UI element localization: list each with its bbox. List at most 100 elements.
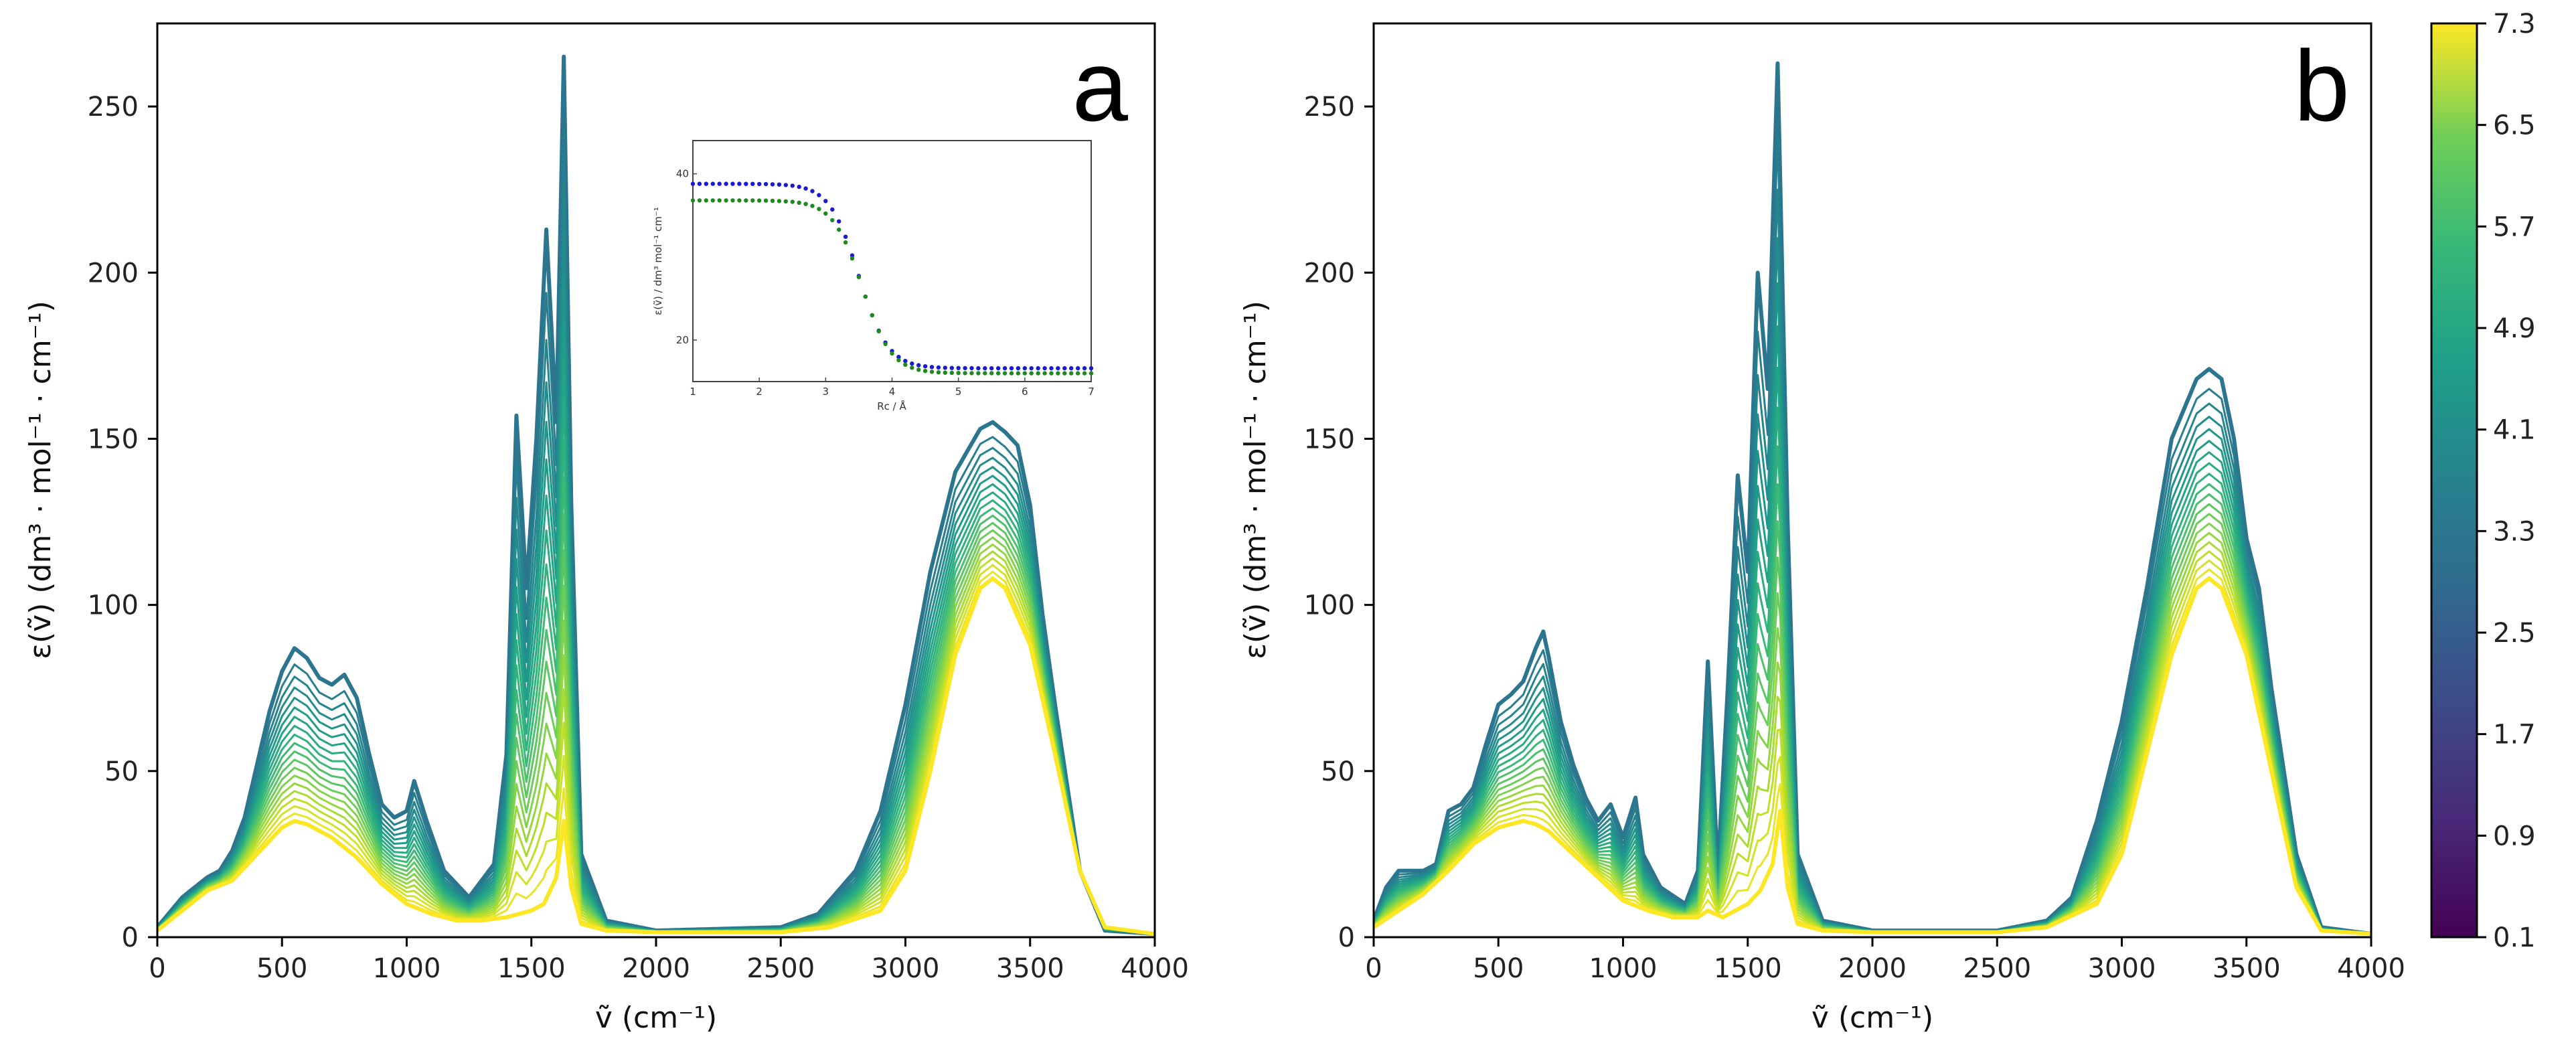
inset-point-blue <box>936 365 941 370</box>
inset-x-tick-label: 3 <box>823 386 829 398</box>
inset-point-green <box>903 362 908 367</box>
inset-point-blue <box>830 207 835 212</box>
inset-point-blue <box>1036 366 1040 371</box>
colorbar: 0.1 0.9 1.7 2.5 3.3 4.1 4.9 5.7 6.5 7.3 <box>2430 9 2536 953</box>
inset-point-blue <box>1082 366 1087 371</box>
inset-point-blue <box>1069 366 1074 371</box>
inset-point-blue <box>1062 366 1067 371</box>
x-tick-label: 1500 <box>1714 953 1782 984</box>
series-line <box>1374 503 2371 935</box>
inset-point-blue <box>717 181 722 186</box>
inset-point-blue <box>770 182 775 187</box>
inset-point-green <box>856 274 862 280</box>
panel-b-frame <box>1372 22 2372 939</box>
inset-point-green <box>963 371 967 376</box>
inset-point-green <box>1076 371 1080 376</box>
inset-point-green <box>1056 371 1060 376</box>
colorbar-tick-label: 6.5 <box>2493 110 2536 141</box>
inset-point-green <box>810 204 815 208</box>
series-line <box>157 521 1155 935</box>
y-tick-label: 200 <box>88 258 139 289</box>
inset-point-green <box>803 201 808 206</box>
inset-point-green <box>783 199 789 204</box>
series-line <box>157 536 1155 935</box>
inset-point-blue <box>1056 366 1060 371</box>
panel-a: 0 500 1000 1500 2000 2500 3000 3500 4000 0 50 100 1… <box>23 22 1189 1035</box>
inset-point-green <box>717 198 722 203</box>
series-line <box>157 399 1155 935</box>
inset-point-blue <box>744 181 748 186</box>
inset-point-green <box>870 313 875 318</box>
inset-point-blue <box>837 219 841 224</box>
series-line <box>157 557 1155 935</box>
inset-point-green <box>936 370 941 375</box>
inset-point-blue <box>724 181 728 186</box>
series-line <box>1374 513 2371 935</box>
inset-point-blue <box>810 189 815 193</box>
inset-point-green <box>797 200 801 205</box>
inset-point-blue <box>1029 366 1034 371</box>
inset-point-blue <box>704 181 709 186</box>
inset-point-green <box>890 351 894 356</box>
y-tick-label: 0 <box>1338 922 1355 953</box>
inset-point-blue <box>1016 366 1021 371</box>
inset-point-blue <box>710 181 716 186</box>
panel-b-x-axis: 0 500 1000 1500 2000 2500 3000 3500 4000 <box>1365 937 2405 984</box>
inset-x-tick-label: 5 <box>955 386 962 398</box>
inset-point-green <box>1069 371 1074 376</box>
inset-point-blue <box>896 355 901 359</box>
series-line <box>157 570 1155 935</box>
inset-point-green <box>823 211 828 216</box>
inset-point-green <box>704 198 709 203</box>
inset-point-blue <box>730 181 735 186</box>
inset-frame <box>692 140 1092 382</box>
inset-point-green <box>929 370 935 374</box>
y-tick-label: 100 <box>1304 590 1355 621</box>
inset-point-green <box>983 371 987 376</box>
inset-point-blue <box>983 366 987 371</box>
inset-point-green <box>969 371 974 376</box>
inset-point-blue <box>1042 366 1047 371</box>
x-tick-label: 2500 <box>746 953 815 984</box>
x-tick-label: 0 <box>1365 953 1382 984</box>
inset-x-tick-label: 7 <box>1088 386 1095 398</box>
x-tick-label: 2500 <box>1963 953 2031 984</box>
inset-point-blue <box>910 361 914 366</box>
inset-point-green <box>850 256 855 261</box>
x-tick-label: 500 <box>1473 953 1524 984</box>
colorbar-tick-label: 7.3 <box>2493 9 2536 39</box>
inset-y-axis-label: ε(ṽ) / dm³ mol⁻¹ cm⁻¹ <box>652 207 664 315</box>
inset-point-blue <box>1089 366 1094 371</box>
inset-point-blue <box>697 181 702 186</box>
panel-b-y-axis: 0 50 100 150 200 250 <box>1304 92 1374 953</box>
inset-point-blue <box>763 181 769 187</box>
panel-b-curves <box>1374 61 2371 936</box>
inset-point-green <box>690 198 696 203</box>
inset-point-blue <box>757 181 762 187</box>
inset-point-green <box>763 198 769 203</box>
inset-point-blue <box>943 366 948 370</box>
inset-point-green <box>1089 371 1094 376</box>
y-tick-label: 50 <box>1321 756 1355 787</box>
inset-point-blue <box>843 234 848 239</box>
inset-point-green <box>910 366 914 370</box>
series-line <box>1374 576 2371 936</box>
inset-point-green <box>976 371 981 376</box>
inset-point-blue <box>817 193 821 197</box>
inset-x-tick-label: 2 <box>756 386 762 398</box>
inset-point-green <box>730 198 735 203</box>
x-tick-label: 2000 <box>1838 953 1907 984</box>
panel-b: 0 500 1000 1500 2000 2500 3000 3500 4000 0 50 100 1… <box>1238 22 2405 1035</box>
inset-point-green <box>1016 371 1021 376</box>
x-tick-label: 3000 <box>872 953 940 984</box>
panel-a-curves <box>157 54 1155 936</box>
inset-point-blue <box>1022 366 1028 371</box>
x-tick-label: 2000 <box>622 953 690 984</box>
series-line <box>1374 559 2371 935</box>
inset-point-green <box>1049 371 1054 376</box>
inset-x-tick-label: 4 <box>889 386 896 398</box>
x-tick-label: 1000 <box>373 953 441 984</box>
inset-point-blue <box>949 366 955 370</box>
colorbar-tick-label: 1.7 <box>2493 720 2536 750</box>
